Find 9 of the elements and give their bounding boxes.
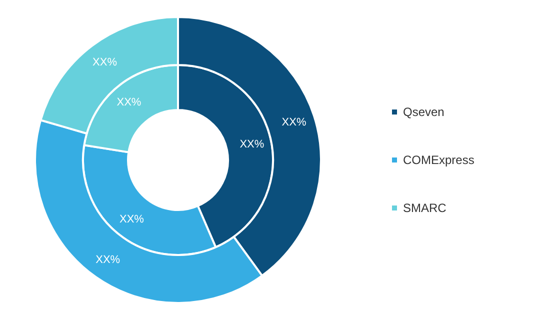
- legend-label: Qseven: [403, 105, 444, 119]
- data-label: XX%: [282, 116, 306, 128]
- data-label: XX%: [116, 96, 142, 109]
- data-label: XX%: [92, 56, 118, 68]
- legend-label: COMExpress: [403, 153, 474, 167]
- data-label: XX%: [240, 138, 264, 151]
- data-label: XX%: [119, 214, 144, 226]
- data-label: XX%: [96, 254, 120, 266]
- legend-label: SMARC: [403, 201, 447, 215]
